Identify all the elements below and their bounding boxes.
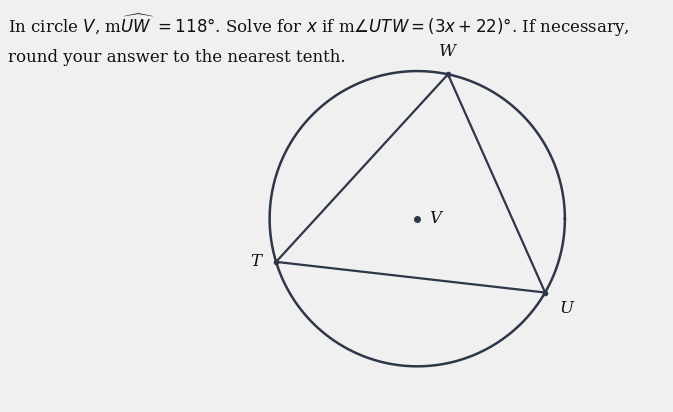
Text: U: U <box>560 300 574 317</box>
Text: round your answer to the nearest tenth.: round your answer to the nearest tenth. <box>8 49 346 66</box>
Text: V: V <box>429 210 441 227</box>
Text: In circle $\mathit{V}$, m$\widehat{UW}$ $= 118°$. Solve for $x$ if m$\angle \mat: In circle $\mathit{V}$, m$\widehat{UW}$ … <box>8 12 629 39</box>
Text: W: W <box>439 42 456 60</box>
Text: T: T <box>250 253 261 270</box>
